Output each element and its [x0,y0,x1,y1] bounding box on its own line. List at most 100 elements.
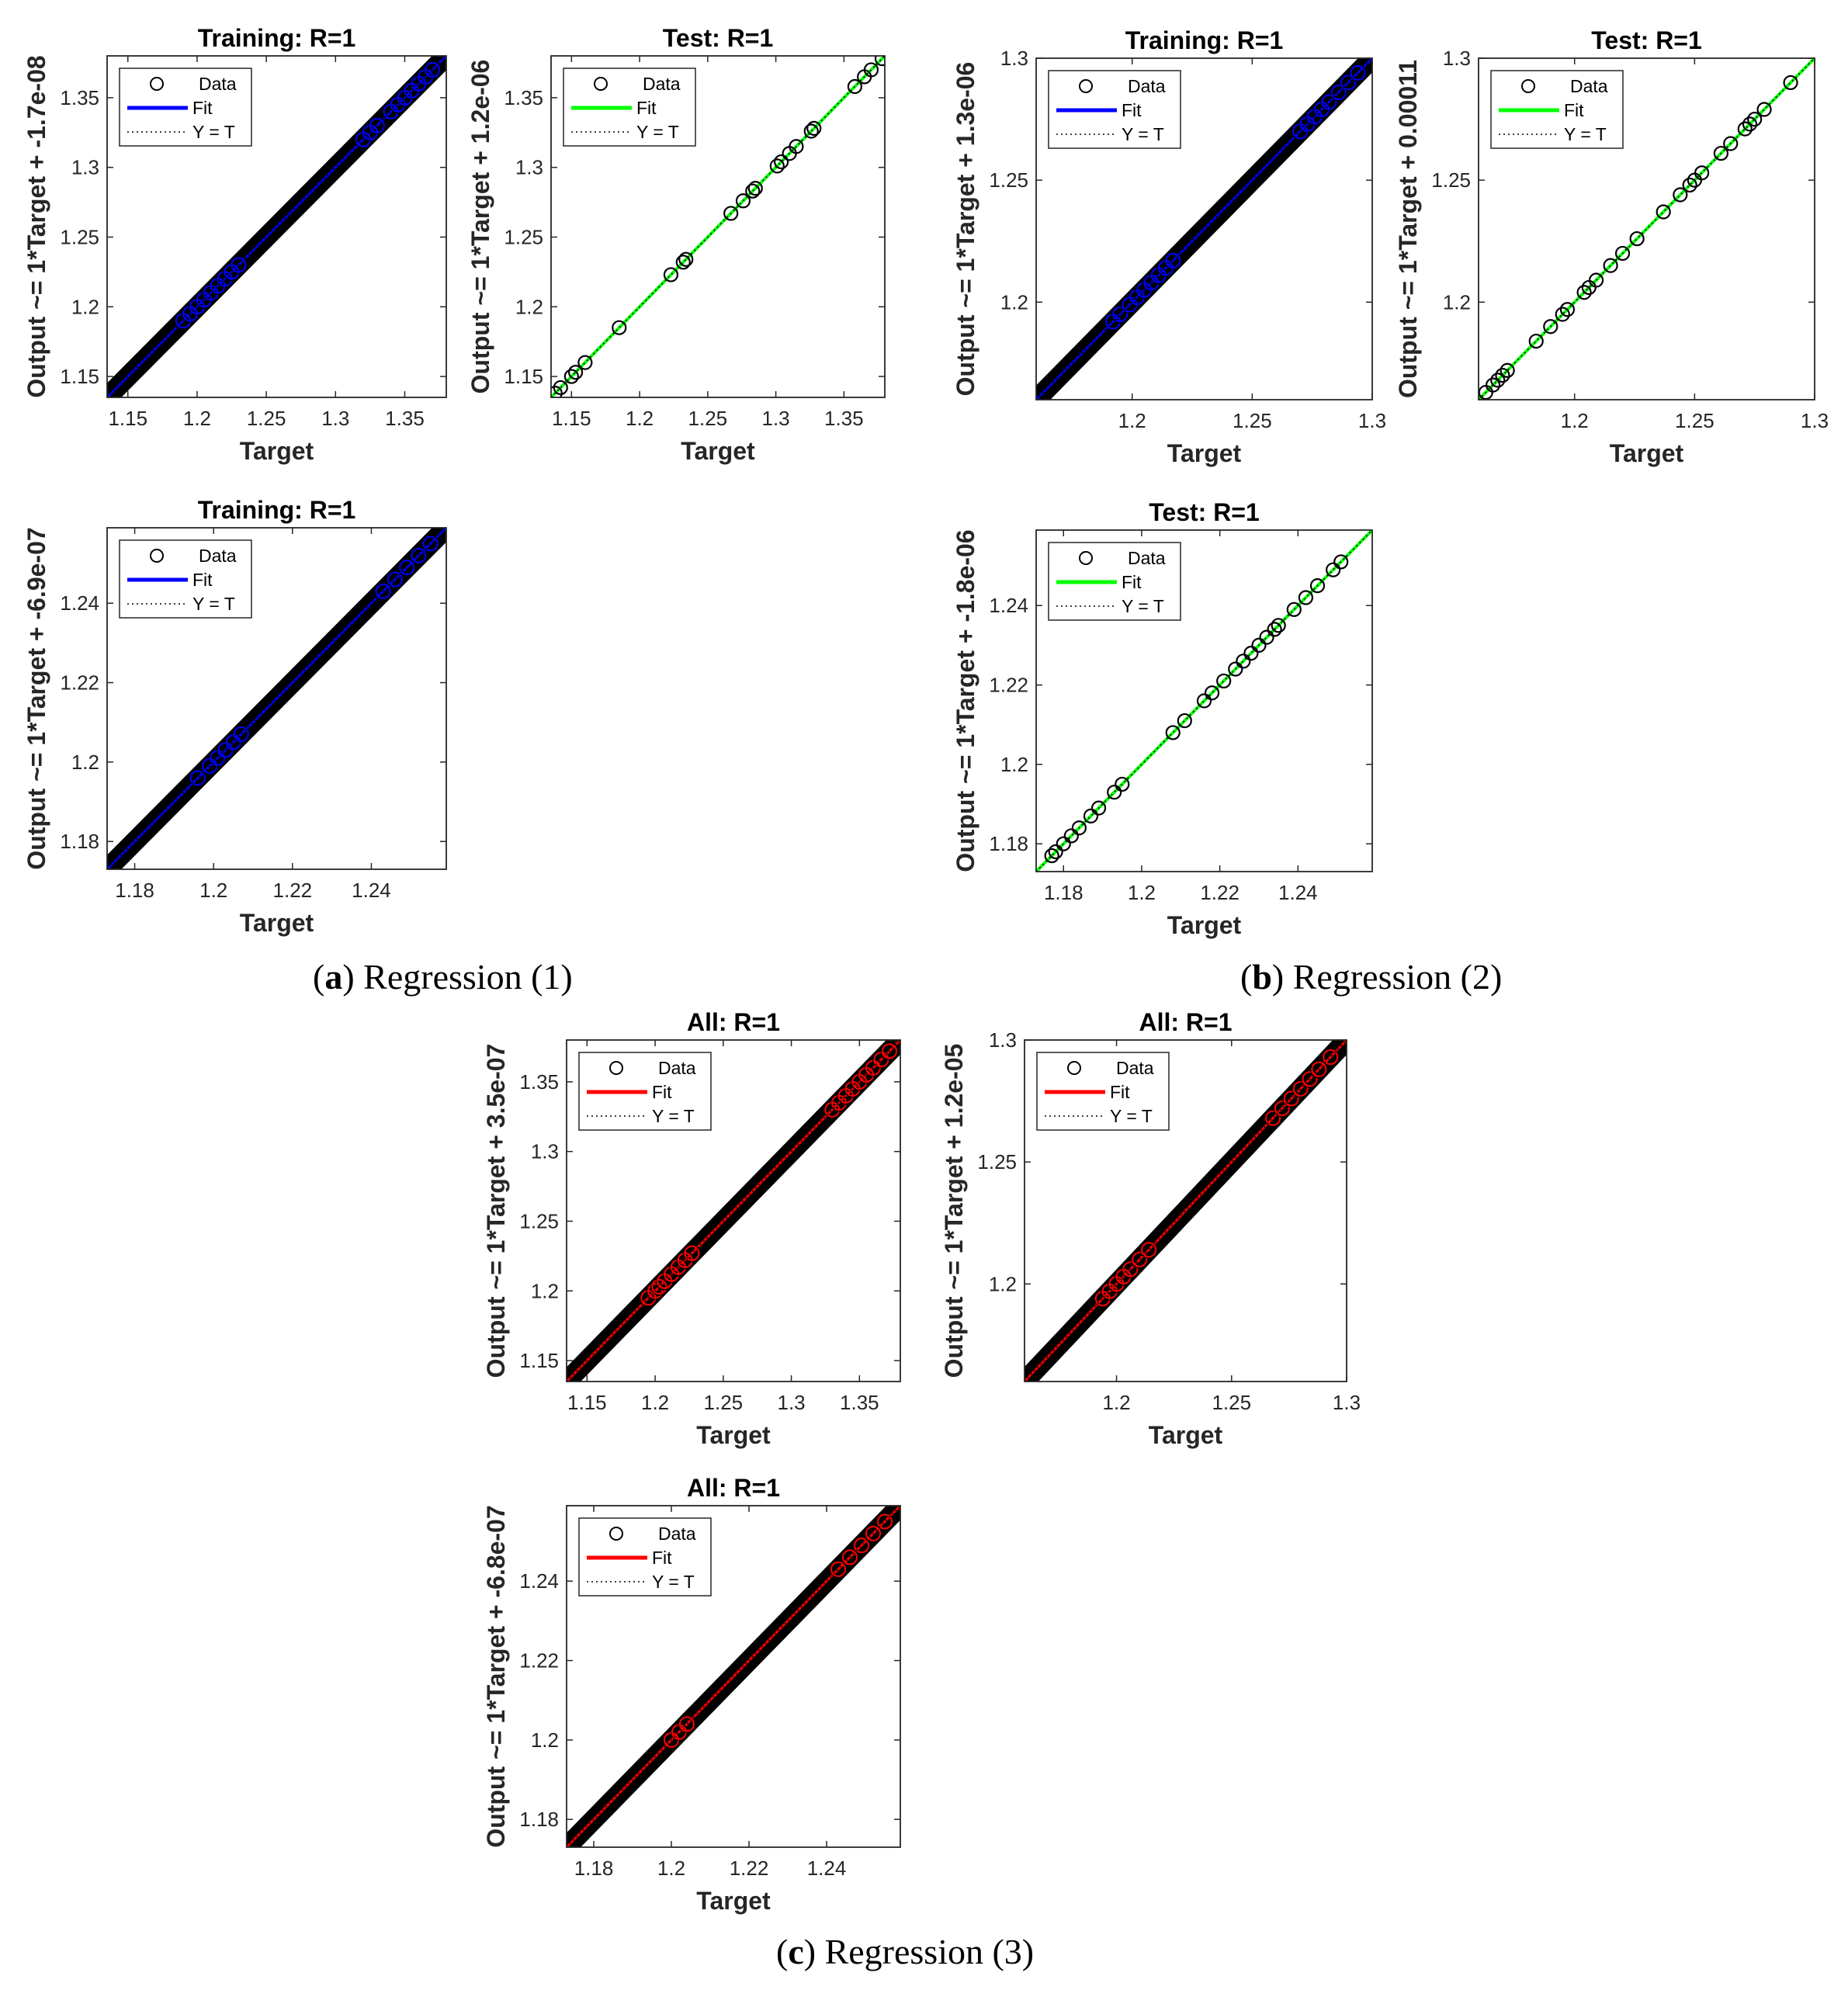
data-point [225,734,241,751]
regression-panel-a-test: 1.15 1.2 1.25 1.3 1.35 1.15 1.2 1.25 1.3 1.35 Data… [466,24,886,465]
data-point-outline [1264,1109,1282,1128]
data-point [865,1525,881,1541]
legend-identity-label: Y = T [192,594,235,614]
x-tick-label: 1.18 [1044,881,1083,904]
data-point [847,78,862,95]
x-tick-label: 1.2 [641,1391,669,1414]
data-point [1656,204,1671,220]
axes-frame [106,527,447,870]
data-point-outline [386,570,404,589]
x-tick-label: 1.3 [321,407,349,430]
data-point [854,1538,869,1554]
y-tick-label: 1.22 [989,674,1028,697]
data-point [422,536,439,552]
y-tick-label: 1.2 [1000,753,1028,776]
data-point [1216,673,1232,689]
legend-identity-label: Y = T [192,122,235,142]
legend-identity-label: Y = T [652,1106,695,1126]
data-point [1107,785,1122,800]
legend: Data Fit Y = T [578,1052,712,1131]
data-layer [107,56,446,397]
data-point [651,1278,667,1295]
legend-fit-label: Fit [1122,572,1142,592]
legend-data-label: Data [199,74,237,94]
regression-panel-b-all: 1.2 1.25 1.3 1.2 1.25 1.3 Data Fit Y = T All: R=1… [940,1008,1361,1449]
legend-identity-label: Y = T [636,122,679,142]
data-point [189,770,206,786]
data-point-outline [1163,251,1182,270]
y-tick-label: 1.15 [504,365,543,388]
data-point [803,123,819,139]
data-point [369,117,385,133]
data-point [1177,712,1192,729]
chart-title: All: R=1 [687,1008,780,1036]
data-point [233,726,249,743]
data-point-outline [423,61,442,79]
data-point [874,56,885,67]
legend-identity-label: Y = T [1564,124,1607,144]
legend-fit-label: Fit [192,98,213,118]
data-point-outline [232,725,251,744]
y-tick-label: 1.22 [60,671,99,695]
legend-fit-label: Fit [1122,100,1142,120]
chart-title: All: R=1 [1139,1008,1232,1036]
identity-line [551,56,885,397]
x-tick-label: 1.3 [1801,409,1829,432]
identity-line [1036,58,1372,400]
x-tick-label: 1.3 [1358,409,1386,432]
chart-title: Training: R=1 [198,24,356,52]
data-point-outline [841,1548,859,1567]
data-point-outline [368,116,387,135]
y-tick-label: 1.18 [989,832,1028,855]
data-point-outline [229,255,248,274]
data-point [678,251,694,267]
x-axis-label: Target [1610,439,1684,467]
x-tick-label: 1.3 [778,1391,806,1414]
y-tick-label: 1.15 [519,1349,559,1372]
data-point-outline [646,1281,664,1300]
data-point-outline [1309,1060,1328,1079]
caption-a: (a) Regression (1) [313,957,573,997]
data-point [1292,1080,1309,1097]
data-point-outline [875,1512,894,1531]
data-point [769,158,785,174]
data-point-outline [852,1536,871,1555]
data-point [1056,836,1071,851]
legend: Data Fit Y = T [119,539,252,619]
x-tick-label: 1.2 [199,879,227,902]
data-point-outline [409,546,428,565]
y-tick-label: 1.2 [1443,290,1471,314]
data-point [1112,307,1129,322]
data-point [806,120,822,136]
axes-frame [566,1039,901,1382]
data-point-outline [678,1714,696,1733]
x-tick-label: 1.2 [1118,409,1146,432]
x-tick-label: 1.24 [352,879,391,902]
regression-panel-b-training: 1.2 1.25 1.3 1.2 1.25 1.3 Data Fit Y = T Training… [952,26,1386,467]
x-tick-label: 1.2 [183,407,211,430]
y-tick-label: 1.24 [60,591,99,615]
data-point [1132,1251,1148,1267]
data-point-outline [1348,64,1367,82]
data-point [684,1245,700,1261]
legend-data-label: Data [199,546,237,566]
legend-data-label: Data [1128,548,1166,568]
data-point [1165,252,1181,269]
legend-data-marker [1067,1061,1081,1075]
x-tick-label: 1.18 [115,879,154,902]
legend-fit-label: Fit [652,1082,672,1102]
data-point [1543,319,1558,335]
legend-data-marker [594,77,608,91]
x-tick-label: 1.2 [1128,881,1156,904]
y-tick-label: 1.2 [989,1272,1017,1295]
x-tick-label: 1.2 [657,1857,685,1880]
legend-data-marker [1079,551,1093,565]
y-tick-label: 1.24 [519,1569,559,1593]
y-tick-label: 1.24 [989,594,1028,617]
axes-frame [1035,529,1373,872]
data-point-outline [1121,1260,1139,1278]
data-point [1323,1049,1339,1065]
data-point [664,1732,679,1748]
data-point [577,355,593,370]
y-tick-label: 1.22 [519,1649,559,1673]
